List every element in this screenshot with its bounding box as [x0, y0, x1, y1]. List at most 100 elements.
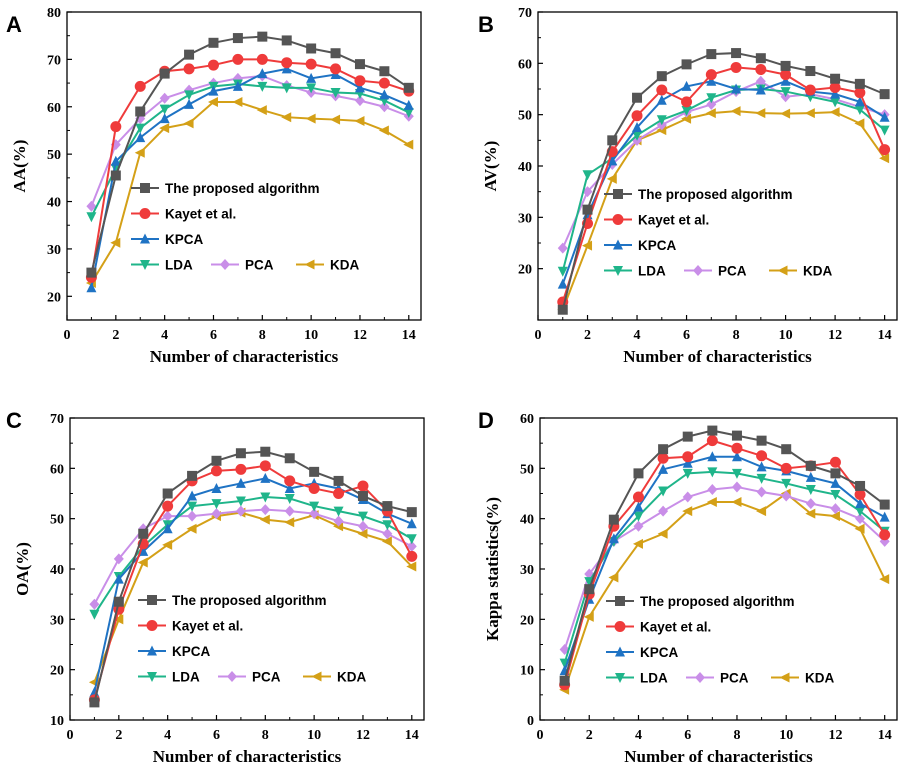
- data-point-the-proposed-algorithm: [731, 48, 742, 59]
- data-point-kda: [134, 147, 145, 158]
- data-point-kda: [281, 112, 292, 123]
- x-axis-title-d: Number of characteristics: [624, 747, 813, 766]
- data-point-kayet-et-al: [755, 63, 767, 75]
- legend-label-kda: KDA: [805, 671, 834, 686]
- y-tick-label: 50: [47, 148, 61, 163]
- data-point-kayet-et-al: [780, 69, 792, 81]
- legend-label-pca: PCA: [720, 671, 749, 686]
- data-point-kayet-et-al: [681, 96, 693, 108]
- data-point-kayet-et-al: [829, 81, 841, 93]
- series-line-lda: [563, 470, 886, 664]
- data-point-lda: [86, 212, 97, 223]
- data-point-kda: [879, 574, 890, 585]
- data-point-kda: [137, 557, 148, 568]
- data-point-kpca: [184, 98, 195, 109]
- legend-label-lda: LDA: [165, 258, 193, 273]
- panel-letter-a: A: [6, 12, 22, 37]
- legend-marker-kda: [311, 671, 322, 682]
- data-point-the-proposed-algorithm: [403, 82, 414, 93]
- data-point-lda: [582, 170, 593, 181]
- data-point-kayet-et-al: [357, 480, 369, 492]
- chart-panel-a: A 0 2 4 6 8 10 12 14 20 30 40 50 60 70 80 Number of char…: [6, 6, 422, 366]
- x-tick-label: 8: [733, 728, 740, 743]
- data-point-kda: [403, 139, 414, 150]
- series-line-the-proposed-algorithm: [563, 429, 886, 681]
- data-point-lda: [731, 468, 742, 479]
- data-point-kayet-et-al: [354, 75, 366, 87]
- legend-marker-pca: [227, 671, 237, 682]
- x-tick-label: 6: [210, 328, 217, 343]
- data-point-the-proposed-algorithm: [681, 59, 692, 70]
- series-kda-b: [557, 106, 890, 315]
- legend-label-kpca: KPCA: [638, 238, 677, 253]
- data-point-kpca: [211, 482, 222, 493]
- x-tick-label: 6: [684, 728, 691, 743]
- data-point-lda: [879, 125, 890, 136]
- x-axis-title-a: Number of characteristics: [150, 347, 339, 366]
- legend-label-kda: KDA: [330, 258, 359, 273]
- data-point-the-proposed-algorithm: [805, 66, 816, 77]
- x-tick-label: 10: [779, 728, 793, 743]
- data-point-kpca: [608, 533, 619, 544]
- data-point-kayet-et-al: [183, 63, 195, 75]
- data-point-the-proposed-algorithm: [879, 89, 890, 100]
- x-tick-label: 14: [878, 328, 892, 343]
- data-point-pca: [406, 540, 417, 552]
- data-point-the-proposed-algorithm: [854, 78, 865, 89]
- data-point-kda: [232, 97, 243, 108]
- series-lda-d: [559, 467, 890, 669]
- legend-label-kda: KDA: [803, 264, 832, 279]
- x-tick-label: 10: [304, 328, 318, 343]
- x-tick-label: 0: [64, 328, 71, 343]
- x-tick-label: 14: [402, 328, 416, 343]
- data-point-the-proposed-algorithm: [830, 468, 841, 479]
- data-point-lda: [382, 520, 393, 531]
- legend-a: The proposed algorithm Kayet et al. KPCA LD…: [131, 181, 359, 273]
- data-point-kayet-et-al: [378, 77, 390, 89]
- data-point-kda: [606, 173, 617, 184]
- data-point-kda: [305, 113, 316, 124]
- data-point-pca: [855, 513, 866, 525]
- data-point-lda: [830, 490, 841, 501]
- data-point-lda: [257, 81, 268, 92]
- data-point-the-proposed-algorithm: [184, 49, 195, 60]
- data-point-pca: [707, 483, 718, 495]
- data-point-lda: [187, 501, 198, 512]
- legend-label-kpca: KPCA: [640, 645, 679, 660]
- legend-label-the-proposed-algorithm: The proposed algorithm: [638, 187, 793, 202]
- data-point-lda: [681, 106, 692, 117]
- data-point-kda: [259, 514, 270, 525]
- data-point-pca: [211, 508, 222, 520]
- legend-label-kpca: KPCA: [165, 232, 204, 247]
- data-point-kda: [256, 105, 267, 116]
- y-tick-label: 60: [47, 101, 61, 116]
- data-point-kayet-et-al: [207, 59, 219, 71]
- data-point-kda: [755, 108, 766, 119]
- data-point-lda: [89, 609, 100, 620]
- data-point-kayet-et-al: [631, 110, 643, 122]
- data-point-the-proposed-algorithm: [86, 267, 97, 278]
- data-point-pca: [86, 200, 97, 212]
- legend-marker-kpca: [147, 645, 157, 656]
- legend-marker-lda: [613, 266, 623, 276]
- data-point-the-proposed-algorithm: [406, 507, 417, 518]
- y-tick-label: 0: [527, 714, 534, 729]
- legend-marker-lda: [140, 260, 150, 270]
- data-point-the-proposed-algorithm: [113, 596, 124, 607]
- data-point-the-proposed-algorithm: [89, 697, 100, 708]
- data-point-kayet-et-al: [406, 550, 418, 562]
- data-point-the-proposed-algorithm: [309, 466, 320, 477]
- data-point-pca: [830, 503, 841, 515]
- y-tick-label: 50: [50, 513, 64, 528]
- data-point-kpca: [855, 498, 866, 509]
- legend-marker-kpca: [615, 646, 625, 657]
- data-point-pca: [706, 98, 717, 110]
- data-point-kpca: [159, 113, 170, 124]
- data-point-kpca: [633, 501, 644, 512]
- chart-panel-c: C 0 2 4 6 8 10 12 14 10 20 30 40 50 60 70 Number of char…: [6, 408, 425, 766]
- data-point-kayet-et-al: [756, 450, 768, 462]
- data-point-kda: [829, 107, 840, 118]
- legend-marker-lda: [615, 673, 625, 683]
- legend-b: The proposed algorithm Kayet et al. KPCA LD…: [604, 187, 832, 279]
